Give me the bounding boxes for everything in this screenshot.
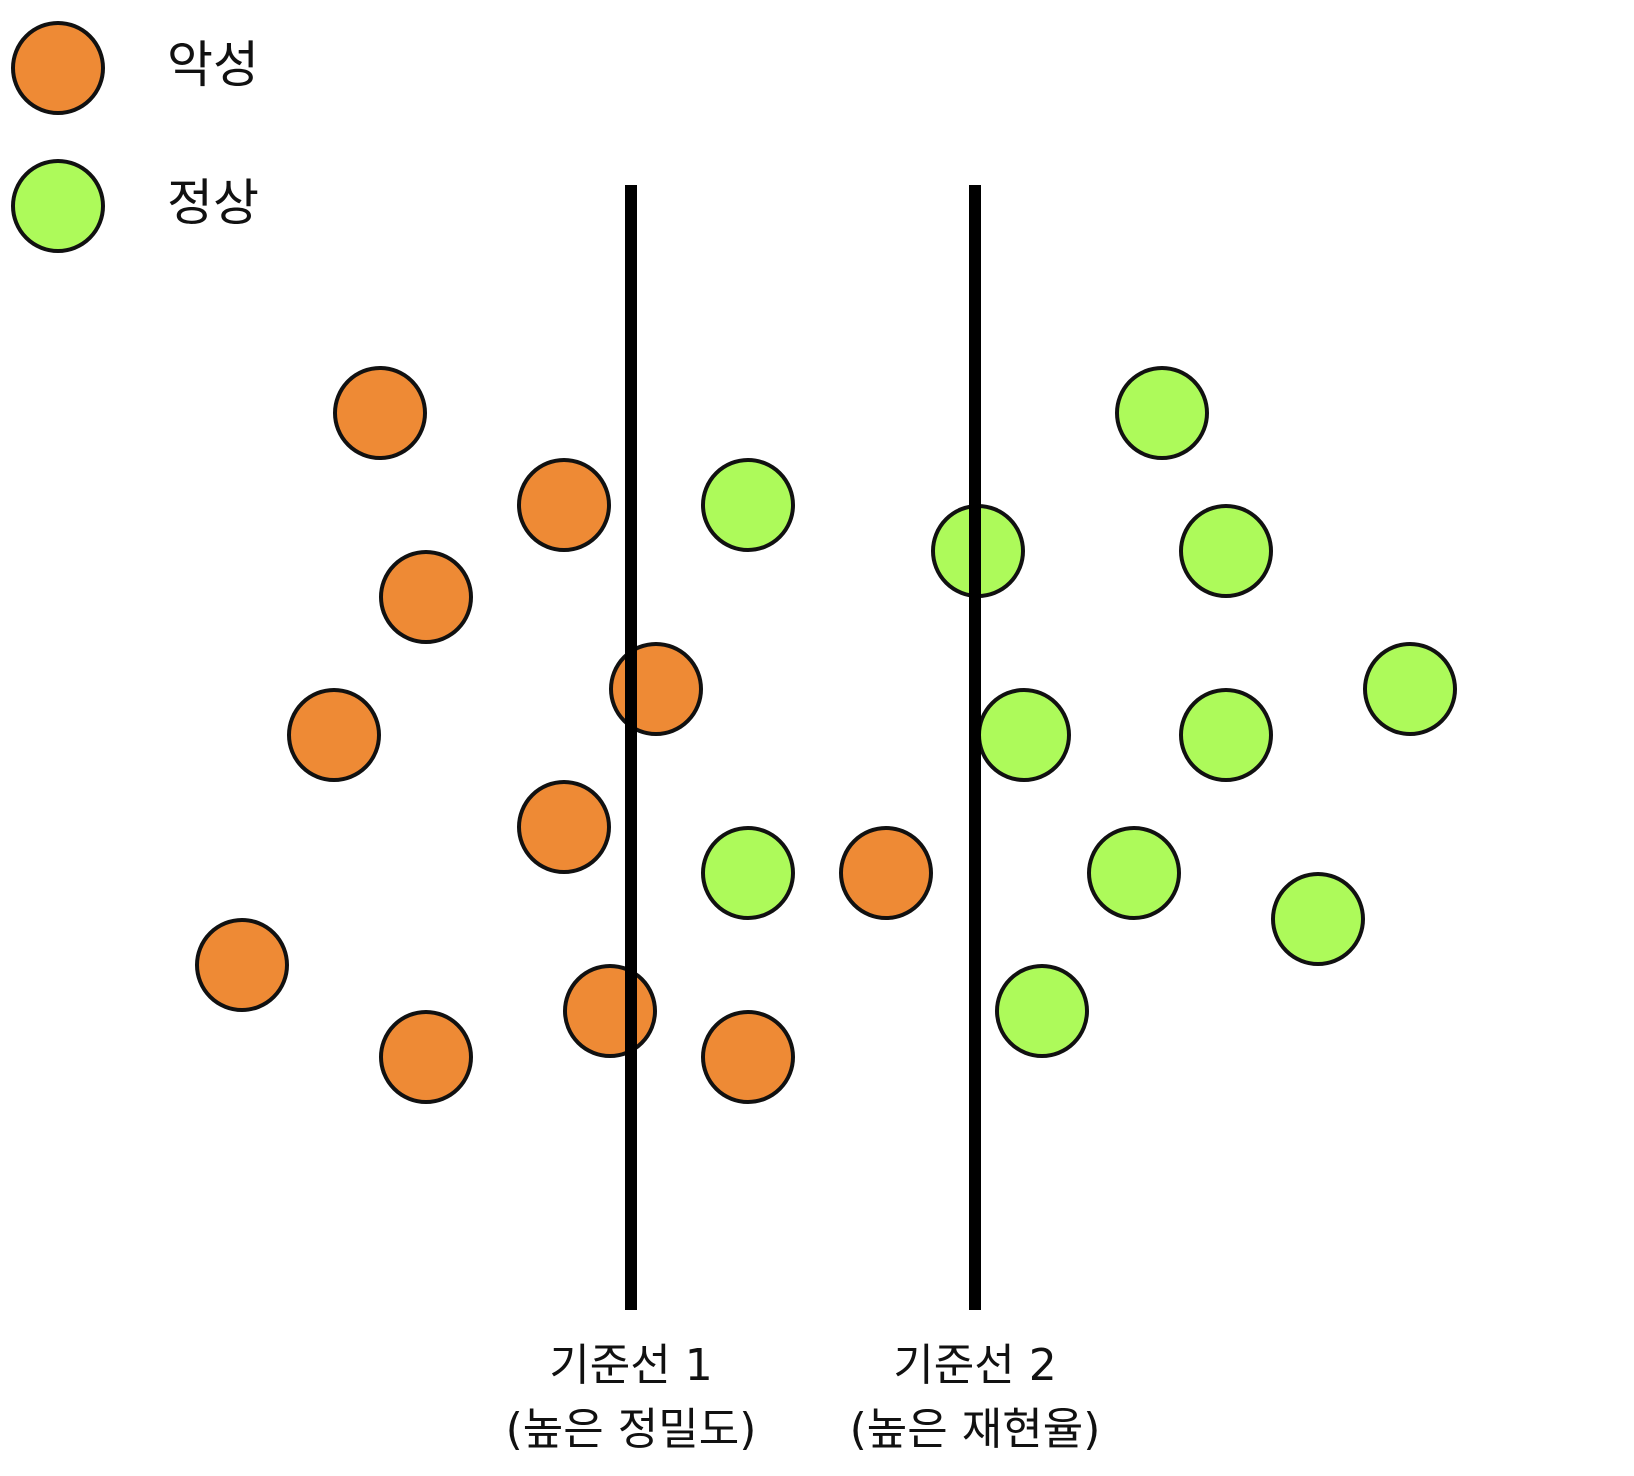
malignant-point xyxy=(195,918,289,1012)
normal-point xyxy=(701,458,795,552)
legend-normal-marker xyxy=(11,159,105,253)
normal-point xyxy=(995,964,1089,1058)
malignant-point xyxy=(379,550,473,644)
normal-point xyxy=(1363,642,1457,736)
normal-point xyxy=(1087,826,1181,920)
malignant-point xyxy=(563,964,657,1058)
malignant-point xyxy=(379,1010,473,1104)
malignant-point xyxy=(609,642,703,736)
threshold-1-title: 기준선 1 xyxy=(549,1340,713,1391)
malignant-point xyxy=(333,366,427,460)
threshold-2-subtitle: (높은 재현율) xyxy=(849,1404,1101,1455)
normal-point xyxy=(1271,872,1365,966)
normal-point xyxy=(1179,688,1273,782)
threshold-1-subtitle: (높은 정밀도) xyxy=(505,1404,757,1455)
normal-point xyxy=(701,826,795,920)
normal-point xyxy=(1179,504,1273,598)
legend-malignant-label: 악성 xyxy=(167,36,259,94)
legend-normal-label: 정상 xyxy=(167,174,259,232)
malignant-point xyxy=(701,1010,795,1104)
points-layer xyxy=(195,366,1457,1104)
malignant-point xyxy=(517,780,611,874)
malignant-point xyxy=(839,826,933,920)
malignant-point xyxy=(287,688,381,782)
normal-point xyxy=(1115,366,1209,460)
threshold-2-title: 기준선 2 xyxy=(893,1340,1057,1391)
normal-point xyxy=(977,688,1071,782)
threshold-1-caption: 기준선 1 (높은 정밀도) xyxy=(466,1334,796,1462)
malignant-point xyxy=(517,458,611,552)
threshold-2-caption: 기준선 2 (높은 재현율) xyxy=(810,1334,1140,1462)
legend-malignant-marker xyxy=(11,21,105,115)
